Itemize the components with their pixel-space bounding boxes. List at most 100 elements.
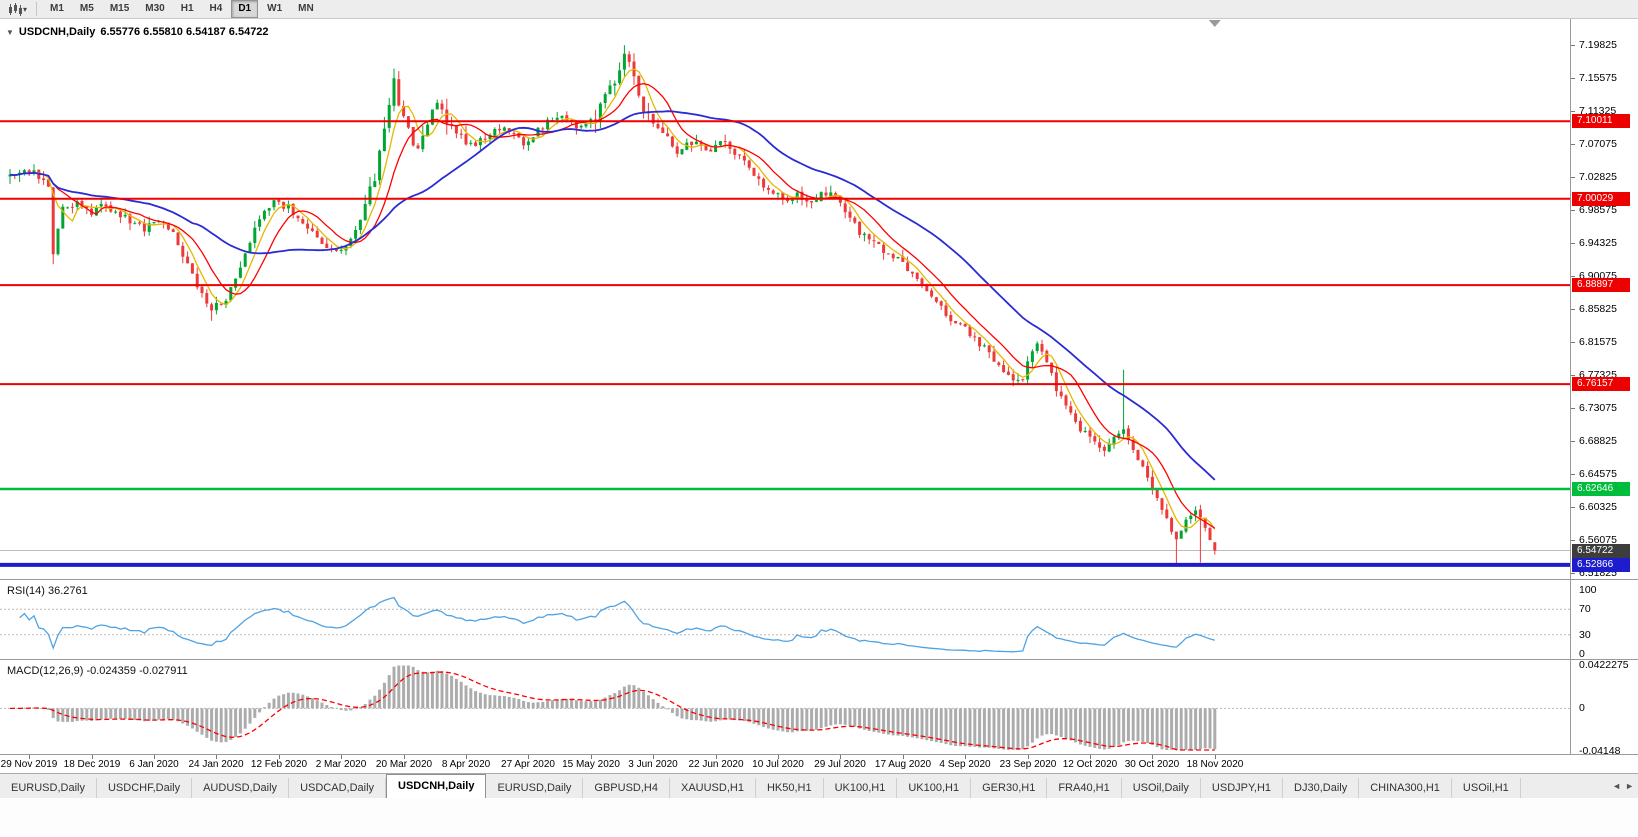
timeframe-button-h1[interactable]: H1 <box>180 3 194 14</box>
y-axis-label: 6.56075 <box>1579 534 1617 546</box>
x-axis-label: 6 Jan 2020 <box>129 759 179 770</box>
x-axis-label: 22 Jun 2020 <box>688 759 744 770</box>
chart-tab-dj30-daily[interactable]: DJ30,Daily <box>1283 778 1360 798</box>
timeframe-button-m1[interactable]: M1 <box>50 3 64 14</box>
x-axis-tick <box>1152 755 1153 759</box>
rsi-indicator-plot[interactable] <box>0 580 1570 659</box>
chart-period-icon[interactable]: ▾ <box>4 1 31 17</box>
y-axis-tick <box>1571 375 1575 376</box>
y-axis-tick <box>1571 144 1575 145</box>
chart-tab-usoil-daily[interactable]: USOil,Daily <box>1121 778 1201 798</box>
x-axis-label: 17 Aug 2020 <box>874 759 932 770</box>
tab-scroll-right-button[interactable]: ► <box>1625 781 1634 791</box>
macd-indicator-plot[interactable] <box>0 660 1570 754</box>
macd-scale-label: 0 <box>1579 702 1585 714</box>
chart-tab-fra40-h1[interactable]: FRA40,H1 <box>1047 778 1122 798</box>
timeframe-button-m5[interactable]: M5 <box>79 3 94 14</box>
y-axis-label: 6.85825 <box>1579 303 1617 315</box>
time-axis[interactable]: 29 Nov 2019 18 Dec 2019 6 Jan 2020 24 Jan 2… <box>0 755 1638 773</box>
chart-tab-xauusd-h1[interactable]: XAUUSD,H1 <box>669 778 756 798</box>
ma-mid-line <box>9 83 1216 529</box>
chart-shift-marker[interactable] <box>1208 20 1221 27</box>
ma-slow-line <box>9 110 1216 481</box>
y-axis-tick <box>1571 111 1575 112</box>
price-tag: 7.00029 <box>1572 192 1630 206</box>
panel-separator[interactable] <box>0 659 1638 660</box>
macd-histogram <box>13 665 1217 750</box>
macd-label: MACD(12,26,9) -0.024359 -0.027911 <box>7 665 188 677</box>
x-axis-tick <box>965 755 966 759</box>
price-tag: 6.76157 <box>1572 377 1630 391</box>
y-axis-label: 6.98575 <box>1579 204 1617 216</box>
chart-tab-eurusd-daily[interactable]: EURUSD,Daily <box>0 778 97 798</box>
chart-tab-gbpusd-h4[interactable]: GBPUSD,H4 <box>583 778 670 798</box>
price-tag: 6.62646 <box>1572 482 1630 496</box>
macd-scale-label: 0.0422275 <box>1579 659 1629 671</box>
chart-tab-usdjpy-h1[interactable]: USDJPY,H1 <box>1200 778 1284 798</box>
chart-tab-usdchf-daily[interactable]: USDCHF,Daily <box>96 778 193 798</box>
timeframe-button-m15[interactable]: M15 <box>109 3 130 14</box>
y-axis-tick <box>1571 45 1575 46</box>
y-axis-tick <box>1571 507 1575 508</box>
x-axis-tick <box>1028 755 1029 759</box>
macd-signal-line <box>10 671 1215 751</box>
timeframe-button-h4[interactable]: H4 <box>209 3 223 14</box>
timeframe-toolbar: ▾ M1 M5 M15 M30 H1 H4 D1 W1 MN <box>0 0 1638 19</box>
chart-tab-ger30-h1[interactable]: GER30,H1 <box>971 778 1048 798</box>
timeframe-button-mn[interactable]: MN <box>298 3 314 14</box>
chart-tab-eurusd-daily[interactable]: EURUSD,Daily <box>486 778 584 798</box>
x-axis-tick <box>778 755 779 759</box>
x-axis-label: 29 Nov 2019 <box>0 759 58 770</box>
y-axis-label: 6.73075 <box>1579 402 1617 414</box>
x-axis-label: 10 Jul 2020 <box>752 759 804 770</box>
chart-tab-uk100-h1[interactable]: UK100,H1 <box>897 778 972 798</box>
x-axis-tick <box>29 755 30 759</box>
x-axis-tick <box>653 755 654 759</box>
chart-tab-audusd-daily[interactable]: AUDUSD,Daily <box>192 778 290 798</box>
x-axis-label: 15 May 2020 <box>562 759 620 770</box>
chart-tab-uk100-h1[interactable]: UK100,H1 <box>823 778 898 798</box>
x-axis-tick <box>591 755 592 759</box>
bottom-strip <box>0 798 1638 837</box>
y-axis-label: 6.68825 <box>1579 435 1617 447</box>
panel-separator[interactable] <box>0 579 1638 580</box>
chart-tab-china300-h1[interactable]: CHINA300,H1 <box>1359 778 1452 798</box>
chart-title: USDCNH,Daily <box>18 26 96 38</box>
x-axis-tick <box>840 755 841 759</box>
price-tag: 6.88897 <box>1572 278 1630 292</box>
chart-tab-usdcad-daily[interactable]: USDCAD,Daily <box>289 778 387 798</box>
price-chart-plot[interactable] <box>0 19 1570 579</box>
x-axis-tick <box>279 755 280 759</box>
price-axis[interactable]: 7.19825 7.15575 7.11325 7.07075 7.02825 6.985… <box>1570 19 1638 757</box>
y-axis-label: 6.60325 <box>1579 501 1617 513</box>
chart-tab-usoil-h1[interactable]: USOil,H1 <box>1451 778 1521 798</box>
y-axis-label: 7.02825 <box>1579 171 1617 183</box>
y-axis-label: 6.94325 <box>1579 237 1617 249</box>
timeframe-button-d1[interactable]: D1 <box>231 0 259 18</box>
rsi-line <box>19 596 1215 653</box>
one-click-collapse-arrow[interactable]: ▼ <box>6 27 14 37</box>
x-axis-label: 29 Jul 2020 <box>814 759 866 770</box>
tab-scroll-left-button[interactable]: ◄ <box>1612 781 1622 791</box>
chart-tab-hk50-h1[interactable]: HK50,H1 <box>755 778 824 798</box>
x-axis-tick <box>404 755 405 759</box>
tab-scroll-arrows: ◄ ► <box>1608 774 1638 798</box>
toolbar-separator <box>36 2 38 16</box>
candles <box>8 45 1217 565</box>
x-axis-label: 20 Mar 2020 <box>375 759 433 770</box>
timeframe-button-m30[interactable]: M30 <box>145 3 165 14</box>
y-axis-tick <box>1571 276 1575 277</box>
chart-tab-bar: EURUSD,Daily USDCHF,Daily AUDUSD,Daily USDC… <box>0 773 1638 798</box>
chart-tab-usdcnh-daily[interactable]: USDCNH,Daily <box>386 774 487 798</box>
y-axis-tick <box>1571 408 1575 409</box>
x-axis-tick <box>903 755 904 759</box>
x-axis-tick <box>528 755 529 759</box>
y-axis-tick <box>1571 342 1575 343</box>
y-axis-label: 7.07075 <box>1579 138 1617 150</box>
price-tag: 6.52866 <box>1572 558 1630 572</box>
y-axis-label: 7.15575 <box>1579 72 1617 84</box>
timeframe-button-w1[interactable]: W1 <box>267 3 283 14</box>
y-axis-label: 6.81575 <box>1579 336 1617 348</box>
rsi-scale-label: 0 <box>1579 648 1585 660</box>
chart-header: ▼ USDCNH,Daily 6.55776 6.55810 6.54187 6… <box>6 26 269 38</box>
